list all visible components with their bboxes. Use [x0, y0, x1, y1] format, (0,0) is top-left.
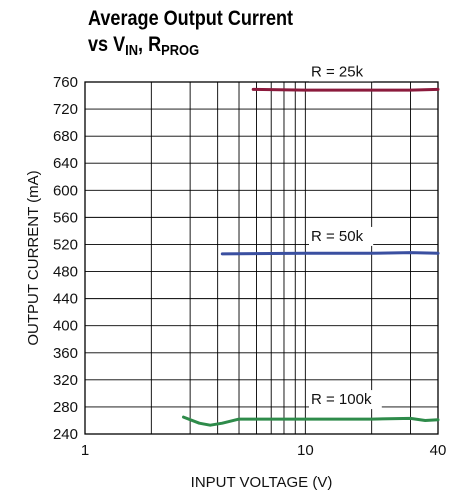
x-tick-label: 10	[297, 442, 314, 459]
y-tick-label: 680	[53, 128, 78, 145]
series-label: R = 25k	[311, 63, 364, 80]
series-line	[251, 87, 440, 92]
y-axis-label: OUTPUT CURRENT (mA)	[25, 170, 42, 345]
series-line	[220, 251, 440, 256]
series-label-background	[309, 62, 374, 82]
y-tick-label: 440	[53, 291, 78, 308]
y-tick-label: 280	[53, 399, 78, 416]
y-tick-label: 560	[53, 209, 78, 226]
y-tick-label: 240	[53, 426, 78, 443]
chart-title-line2: vs VIN, RPROG	[88, 33, 200, 59]
x-axis-label: INPUT VOLTAGE (V)	[191, 474, 333, 491]
series-label-background	[309, 390, 382, 410]
series-label-background	[309, 226, 374, 246]
y-tick-label: 520	[53, 236, 78, 253]
series-line	[182, 415, 440, 427]
y-tick-label: 640	[53, 155, 78, 172]
plot-frame	[84, 81, 439, 435]
chart-title-line1: Average Output Current	[88, 7, 294, 30]
y-tick-label: 600	[53, 182, 78, 199]
y-tick-label: 320	[53, 372, 78, 389]
x-tick-label: 40	[430, 442, 447, 459]
series-label: R = 50k	[311, 228, 364, 245]
series-label: R = 100k	[311, 391, 372, 408]
y-tick-label: 480	[53, 264, 78, 281]
x-tick-label: 1	[81, 442, 89, 459]
y-tick-label: 360	[53, 345, 78, 362]
y-tick-label: 720	[53, 101, 78, 118]
y-tick-label: 760	[53, 74, 78, 91]
chart-title: Average Output Current vs VIN, RPROG	[88, 6, 293, 58]
y-tick-label: 400	[53, 318, 78, 335]
